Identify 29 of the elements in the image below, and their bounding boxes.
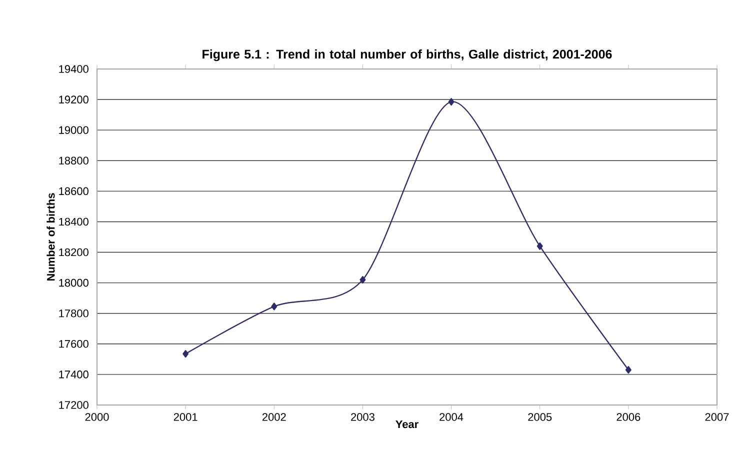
point	[271, 302, 278, 310]
x-tick-label: 2007	[705, 413, 729, 421]
x-tick-label: 2004	[440, 413, 464, 421]
x-tick-label: 2000	[85, 413, 109, 421]
y-tick-label: 19400	[59, 65, 88, 73]
y-tick-label: 18400	[59, 218, 88, 226]
y-tick-label: 18000	[59, 278, 88, 287]
x-tick-label: 2002	[262, 413, 286, 421]
y-tick-label: 18200	[59, 248, 88, 256]
y-tick-label: 19200	[59, 96, 88, 104]
y-tick-label: 17600	[59, 340, 88, 348]
y-tick-label: 18600	[59, 187, 88, 196]
y-tick-label: 17400	[59, 370, 88, 378]
x-tick-label: 2006	[616, 413, 640, 421]
point	[360, 276, 366, 284]
y-tick-label: 17200	[59, 401, 88, 409]
y-tick-label: 18800	[59, 156, 88, 165]
y-axis-title: Number of births	[46, 193, 55, 281]
x-axis-title: Year	[396, 420, 418, 428]
chart-title: Figure 5.1 : Trend in total number of births, Galle district, 2001-2006	[202, 49, 612, 62]
point	[625, 366, 632, 374]
x-tick-label: 2003	[351, 413, 374, 421]
y-tick-label: 17800	[59, 309, 88, 318]
point	[182, 350, 189, 358]
point	[536, 242, 543, 250]
x-tick-label: 2005	[528, 413, 552, 421]
y-tick-label: 19000	[59, 126, 88, 134]
point	[448, 98, 454, 106]
x-tick-label: 2001	[174, 413, 198, 421]
